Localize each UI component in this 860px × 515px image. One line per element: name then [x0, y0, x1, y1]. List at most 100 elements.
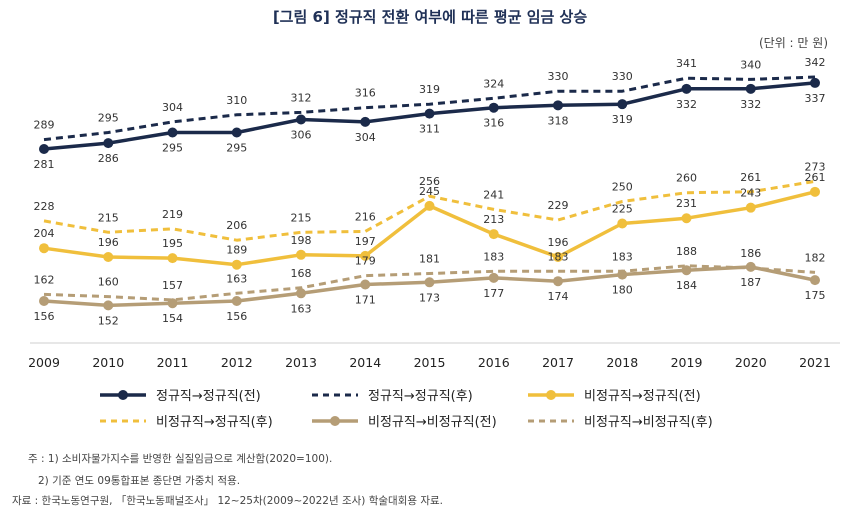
- footnote-2: 2) 기준 연도 09통합표본 종단면 가중치 적용.: [38, 475, 241, 487]
- legend-item-3: 비정규직→정규직(후): [100, 415, 273, 430]
- series-2-point-2: [167, 253, 178, 264]
- data-label: 215: [98, 211, 119, 224]
- data-label: 273: [805, 160, 826, 173]
- footnote-1-text: 1) 소비자물가지수를 반영한 실질임금으로 계산함(2020=100).: [47, 453, 333, 465]
- data-label: 198: [291, 234, 312, 247]
- data-label: 261: [740, 171, 761, 184]
- x-tick-label: 2017: [542, 355, 574, 370]
- series-0-point-8: [553, 100, 563, 111]
- data-label: 340: [740, 58, 761, 71]
- data-label: 316: [355, 87, 376, 100]
- data-label: 157: [162, 279, 183, 292]
- data-label: 332: [740, 98, 761, 111]
- series-4-point-8: [553, 276, 563, 287]
- data-label: 241: [483, 188, 504, 201]
- series-line-3: [43, 179, 816, 242]
- series-4-point-10: [681, 265, 692, 276]
- data-label: 152: [98, 314, 119, 327]
- data-label: 337: [805, 92, 826, 105]
- data-label: 187: [740, 276, 761, 289]
- data-label: 206: [226, 219, 247, 232]
- series-0-point-7: [488, 102, 499, 113]
- data-label: 188: [676, 245, 697, 258]
- data-label: 341: [676, 57, 697, 70]
- data-label: 319: [612, 113, 633, 126]
- data-label: 183: [612, 250, 633, 263]
- series-2-point-8: [553, 252, 563, 262]
- series-0-point-3: [231, 127, 242, 138]
- series-4-point-2: [167, 298, 178, 309]
- legend-item-4: 비정규직→비정규직(전): [312, 415, 497, 430]
- data-label: 228: [34, 200, 55, 213]
- x-tick-label: 2016: [478, 355, 510, 370]
- data-label: 312: [291, 91, 312, 104]
- series-2-point-5: [360, 250, 371, 261]
- series-0-point-9: [617, 99, 628, 110]
- data-label: 231: [676, 197, 697, 210]
- data-label: 156: [34, 310, 55, 323]
- series-2-point-0: [39, 243, 49, 254]
- series-4-point-9: [617, 269, 628, 280]
- x-tick-label: 2009: [28, 355, 60, 370]
- data-label: 179: [355, 255, 376, 268]
- data-label: 243: [740, 187, 761, 200]
- data-label: 196: [548, 236, 569, 249]
- data-label: 183: [483, 250, 504, 263]
- legend-label-5: 비정규직→비정규직(후): [584, 415, 713, 430]
- data-label: 306: [291, 129, 312, 142]
- data-label: 189: [226, 244, 247, 257]
- data-label: 310: [226, 94, 247, 107]
- data-label: 342: [805, 56, 826, 69]
- source-note: 자료 : 한국노동연구원, 「한국노동패널조사」 12~25차(2009~202…: [12, 495, 444, 507]
- series-4-point-5: [360, 279, 371, 290]
- data-label: 182: [805, 251, 826, 264]
- series-2-point-9: [617, 218, 628, 229]
- data-label: 256: [419, 175, 440, 188]
- data-label: 332: [676, 98, 697, 111]
- data-label: 197: [355, 235, 376, 248]
- data-label: 261: [805, 171, 826, 184]
- series-0-point-0: [39, 144, 49, 154]
- data-label: 281: [34, 158, 55, 171]
- data-label: 295: [226, 141, 247, 154]
- series-0-point-1: [103, 138, 114, 149]
- data-label: 304: [355, 131, 376, 144]
- series-line-1: [43, 75, 816, 142]
- data-label: 330: [548, 70, 569, 83]
- data-label: 286: [98, 152, 119, 165]
- legend-label-0: 정규직→정규직(전): [156, 389, 261, 404]
- legend-marker-2: [546, 390, 556, 400]
- series-2-point-4: [296, 249, 306, 260]
- series-line-5: [43, 264, 816, 302]
- data-label: 181: [419, 253, 440, 266]
- data-label: 195: [162, 237, 183, 250]
- data-label: 330: [612, 70, 633, 83]
- data-label: 168: [291, 267, 312, 280]
- legend: 정규직→정규직(전) 정규직→정규직(후) 비정규직→정규직(전) 비정규직→정규직(…: [100, 389, 713, 430]
- series-0-point-4: [296, 114, 306, 125]
- footnote-1: 주 : 1) 소비자물가지수를 반영한 실질임금으로 계산함(2020=100)…: [28, 451, 332, 466]
- data-label: 229: [548, 199, 569, 212]
- legend-item-1: 정규직→정규직(후): [312, 389, 473, 404]
- legend-item-2: 비정규직→정규직(전): [528, 389, 701, 404]
- data-label: 154: [162, 312, 183, 325]
- series-0-point-2: [167, 127, 178, 138]
- data-label: 162: [34, 273, 55, 286]
- data-label: 318: [548, 114, 569, 127]
- series-0-point-10: [681, 83, 692, 94]
- series-0-point-5: [360, 116, 371, 127]
- unit-label: (단위 : 만 원): [758, 36, 828, 50]
- x-tick-label: 2018: [606, 355, 638, 370]
- data-label: 225: [612, 203, 633, 216]
- series-4-point-0: [39, 296, 49, 306]
- series-2-point-1: [103, 252, 114, 262]
- series-4-point-7: [488, 272, 499, 283]
- legend-label-1: 정규직→정규직(후): [368, 389, 473, 404]
- x-tick-label: 2011: [157, 355, 189, 370]
- data-label: 215: [291, 211, 312, 224]
- x-tick-label: 2010: [92, 355, 124, 370]
- data-label: 173: [419, 291, 440, 304]
- data-label: 171: [355, 294, 376, 307]
- data-label: 156: [226, 310, 247, 323]
- data-label: 219: [162, 208, 183, 221]
